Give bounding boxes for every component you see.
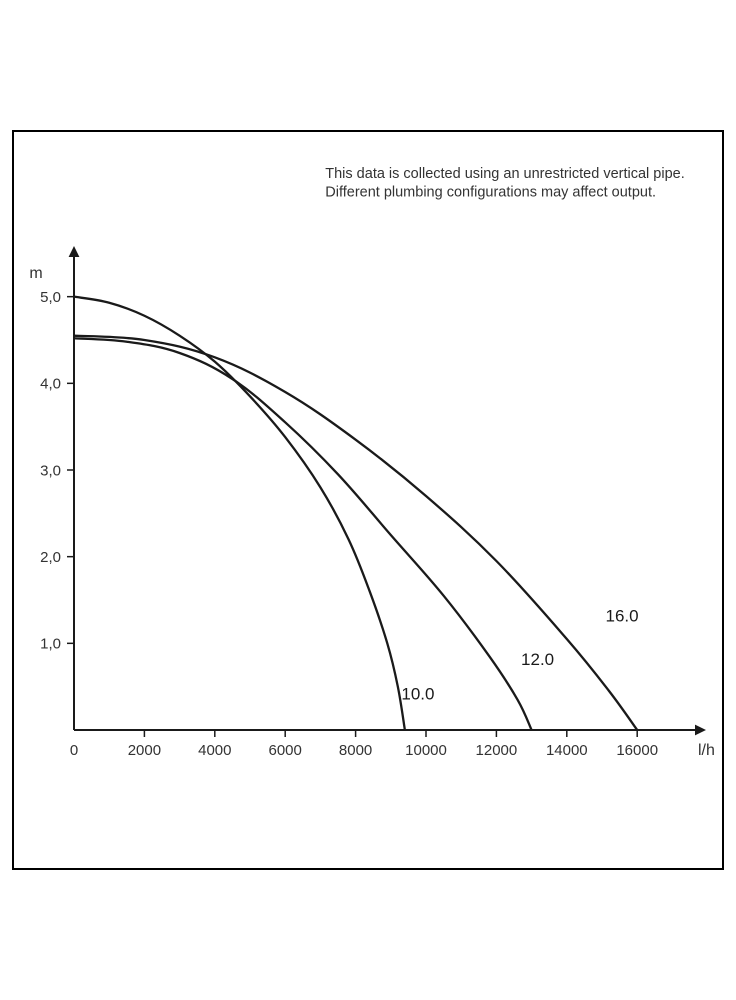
curve-10.0 (74, 297, 405, 730)
chart-svg: 0 2000 4000 6000 8000 10000 12000 14000 16000 1,0… (12, 130, 724, 870)
x-tick-label: 2000 (128, 742, 161, 759)
x-tick-label: 0 (70, 742, 78, 759)
y-tick-label: 3,0 (40, 462, 61, 479)
x-tick-label: 14000 (546, 742, 588, 759)
x-tick-label: 10000 (405, 742, 447, 759)
y-tick-label: 5,0 (40, 289, 61, 306)
curve-label-16.0: 16.0 (606, 607, 639, 626)
chart-note-line: Different plumbing configurations may af… (325, 185, 656, 201)
curve-label-12.0: 12.0 (521, 650, 554, 669)
curve-16.0 (74, 336, 637, 730)
chart-area: 0 2000 4000 6000 8000 10000 12000 14000 16000 1,0… (12, 130, 724, 870)
x-axis-arrow (695, 725, 706, 736)
y-axis-arrow (69, 246, 80, 257)
chart-note-line: This data is collected using an unrestri… (325, 166, 684, 182)
x-tick-label: 8000 (339, 742, 372, 759)
x-tick-label: 4000 (198, 742, 231, 759)
x-tick-label: 12000 (476, 742, 518, 759)
curve-12.0 (74, 338, 532, 730)
x-axis-title: l/h (698, 742, 715, 759)
y-tick-label: 4,0 (40, 376, 61, 393)
curve-label-10.0: 10.0 (401, 685, 434, 704)
x-tick-label: 6000 (269, 742, 302, 759)
y-tick-label: 2,0 (40, 549, 61, 566)
y-tick-label: 1,0 (40, 636, 61, 653)
y-axis-title: m (29, 265, 42, 282)
x-tick-label: 16000 (616, 742, 658, 759)
